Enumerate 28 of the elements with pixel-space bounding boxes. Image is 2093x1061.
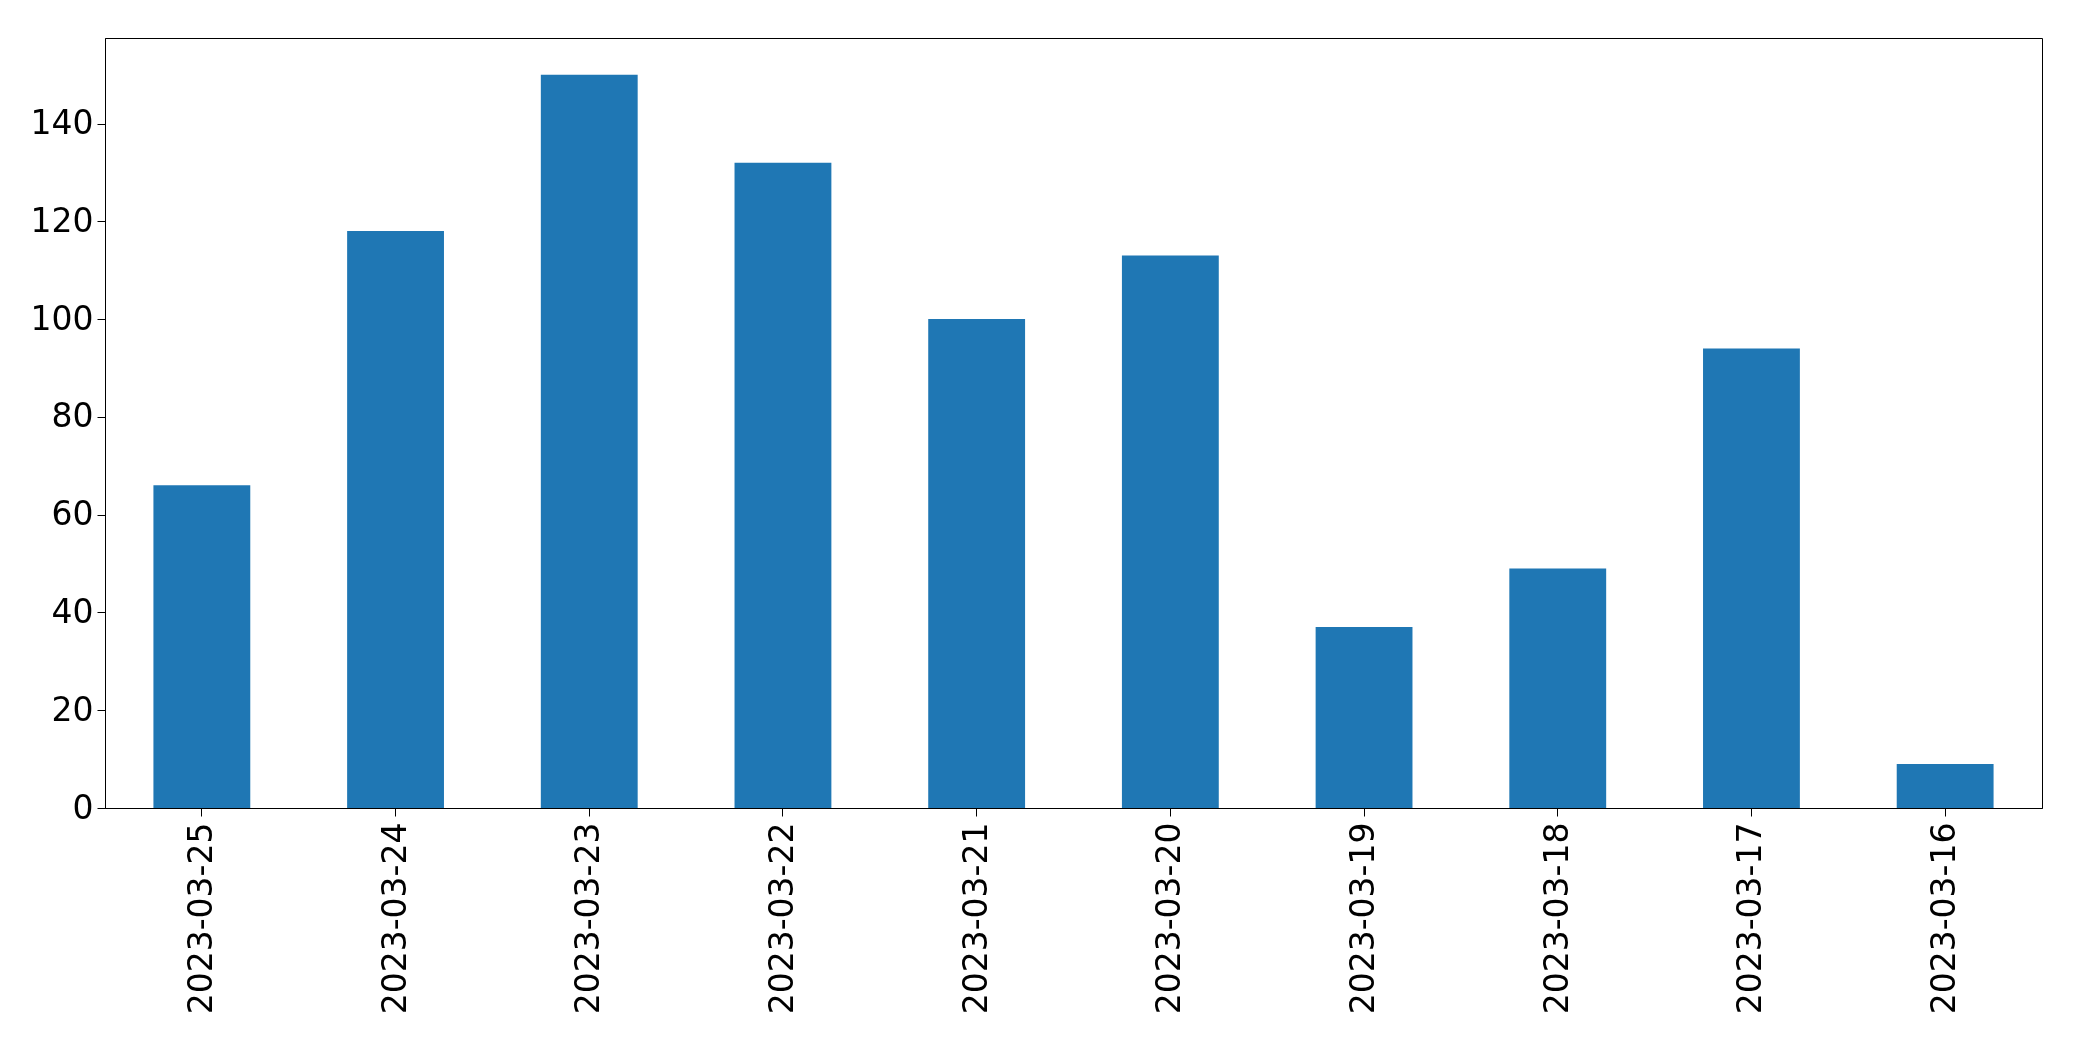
bar [734,162,832,808]
x-tick-label: 2023-03-19 [1343,822,1383,1015]
x-tick-label: 2023-03-22 [761,822,801,1015]
bar [1896,764,1994,808]
x-tick-label: 2023-03-20 [1149,822,1189,1015]
x-tick-label: 2023-03-16 [1924,822,1964,1015]
y-tick-label: 40 [51,591,94,631]
x-tick-label: 2023-03-21 [955,822,995,1015]
bar [1315,627,1413,808]
bar [347,231,444,808]
x-tick-label: 2023-03-23 [568,822,608,1015]
y-tick-label: 100 [30,298,94,338]
bar [1509,568,1607,808]
y-tick-label: 140 [30,103,94,143]
bar [1703,348,1800,808]
y-tick-label: 20 [51,689,94,729]
x-tick-label: 2023-03-17 [1730,822,1770,1015]
bar [540,74,638,808]
x-tick-label: 2023-03-24 [374,822,414,1015]
y-tick-label: 80 [51,396,94,436]
bar [928,319,1026,808]
bar [1121,255,1219,808]
y-tick-label: 60 [51,494,94,534]
y-tick-label: 120 [30,200,94,240]
y-tick-label: 0 [72,787,94,827]
bar [153,485,251,808]
x-tick-label: 2023-03-25 [180,822,220,1015]
x-tick-label: 2023-03-18 [1536,822,1576,1015]
